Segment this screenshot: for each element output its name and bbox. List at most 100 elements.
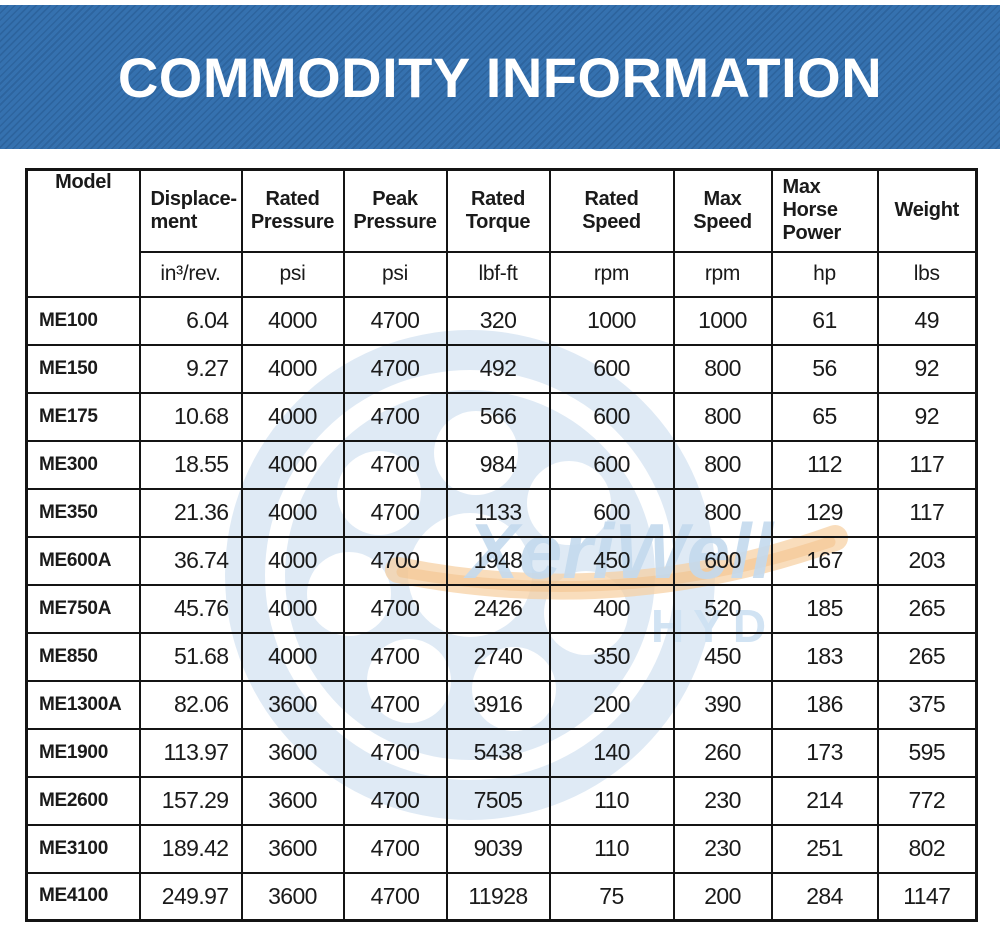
cell-rated_torque: 9039 [445,823,551,874]
cell-weight: 595 [876,727,978,778]
unit-max-horse-power: hp [770,250,879,298]
cell-rated_speed: 140 [548,727,675,778]
row-model: ME150 [25,343,141,394]
cell-rated_torque: 1948 [445,535,551,586]
cell-peak_pressure: 4700 [342,631,448,682]
col-header-max-horse-power: Max Horse Power [770,168,879,253]
cell-rated_speed: 1000 [548,295,675,346]
cell-rated_pressure: 4000 [240,631,345,682]
unit-rated-pressure: psi [240,250,345,298]
cell-max_speed: 260 [672,727,773,778]
row-model: ME2600 [25,775,141,826]
cell-displacement: 189.42 [138,823,243,874]
spec-table-wrap: Model Displace- ment Rated Pressure Peak… [25,168,978,922]
cell-rated_torque: 2426 [445,583,551,634]
cell-rated_torque: 984 [445,439,551,490]
cell-displacement: 6.04 [138,295,243,346]
cell-rated_torque: 320 [445,295,551,346]
cell-max_horse_power: 186 [770,679,879,730]
cell-peak_pressure: 4700 [342,439,448,490]
table-row: ME850 51.68 4000 4700 2740 350 450 183 265 [25,631,978,682]
cell-rated_torque: 7505 [445,775,551,826]
cell-max_horse_power: 214 [770,775,879,826]
cell-weight: 117 [876,439,978,490]
row-model: ME175 [25,391,141,442]
unit-rated-speed: rpm [548,250,675,298]
cell-weight: 203 [876,535,978,586]
cell-max_speed: 800 [672,343,773,394]
cell-rated_speed: 110 [548,775,675,826]
cell-max_speed: 450 [672,631,773,682]
unit-displacement: in³/rev. [138,250,243,298]
cell-weight: 375 [876,679,978,730]
cell-displacement: 21.36 [138,487,243,538]
cell-displacement: 45.76 [138,583,243,634]
col-header-peak-pressure: Peak Pressure [342,168,448,253]
cell-rated_pressure: 4000 [240,343,345,394]
cell-rated_pressure: 4000 [240,391,345,442]
cell-rated_torque: 1133 [445,487,551,538]
unit-weight: lbs [876,250,978,298]
unit-max-speed: rpm [672,250,773,298]
cell-peak_pressure: 4700 [342,391,448,442]
page-title: COMMODITY INFORMATION [117,45,883,109]
cell-peak_pressure: 4700 [342,727,448,778]
col-header-rated-pressure: Rated Pressure [240,168,345,253]
cell-rated_pressure: 4000 [240,583,345,634]
cell-rated_speed: 350 [548,631,675,682]
cell-rated_torque: 566 [445,391,551,442]
unit-peak-pressure: psi [342,250,448,298]
cell-rated_speed: 600 [548,487,675,538]
cell-weight: 265 [876,631,978,682]
cell-displacement: 51.68 [138,631,243,682]
cell-displacement: 36.74 [138,535,243,586]
cell-weight: 92 [876,391,978,442]
cell-max_speed: 1000 [672,295,773,346]
unit-rated-torque: lbf-ft [445,250,551,298]
row-model: ME750A [25,583,141,634]
cell-max_speed: 200 [672,871,773,922]
cell-rated_speed: 75 [548,871,675,922]
table-row: ME600A 36.74 4000 4700 1948 450 600 167 203 [25,535,978,586]
cell-rated_torque: 11928 [445,871,551,922]
cell-max_horse_power: 129 [770,487,879,538]
cell-weight: 772 [876,775,978,826]
cell-peak_pressure: 4700 [342,823,448,874]
cell-rated_pressure: 4000 [240,535,345,586]
cell-displacement: 249.97 [138,871,243,922]
table-row: ME750A 45.76 4000 4700 2426 400 520 185 265 [25,583,978,634]
table-row: ME175 10.68 4000 4700 566 600 800 65 92 [25,391,978,442]
cell-max_horse_power: 284 [770,871,879,922]
cell-max_speed: 600 [672,535,773,586]
cell-rated_pressure: 4000 [240,439,345,490]
cell-rated_pressure: 4000 [240,487,345,538]
cell-peak_pressure: 4700 [342,295,448,346]
cell-rated_speed: 110 [548,823,675,874]
cell-rated_speed: 400 [548,583,675,634]
cell-rated_torque: 492 [445,343,551,394]
cell-max_horse_power: 185 [770,583,879,634]
cell-weight: 1147 [876,871,978,922]
cell-peak_pressure: 4700 [342,487,448,538]
cell-peak_pressure: 4700 [342,583,448,634]
cell-weight: 802 [876,823,978,874]
cell-rated_pressure: 3600 [240,823,345,874]
cell-max_speed: 800 [672,487,773,538]
cell-max_horse_power: 167 [770,535,879,586]
cell-max_speed: 230 [672,775,773,826]
cell-displacement: 82.06 [138,679,243,730]
cell-peak_pressure: 4700 [342,535,448,586]
table-row: ME150 9.27 4000 4700 492 600 800 56 92 [25,343,978,394]
row-model: ME3100 [25,823,141,874]
table-row: ME1300A 82.06 3600 4700 3916 200 390 186 375 [25,679,978,730]
cell-max_horse_power: 183 [770,631,879,682]
table-row: ME300 18.55 4000 4700 984 600 800 112 117 [25,439,978,490]
cell-peak_pressure: 4700 [342,679,448,730]
col-header-displacement: Displace- ment [138,168,243,253]
row-model: ME1300A [25,679,141,730]
row-model: ME350 [25,487,141,538]
row-model: ME300 [25,439,141,490]
cell-max_speed: 390 [672,679,773,730]
cell-rated_speed: 450 [548,535,675,586]
